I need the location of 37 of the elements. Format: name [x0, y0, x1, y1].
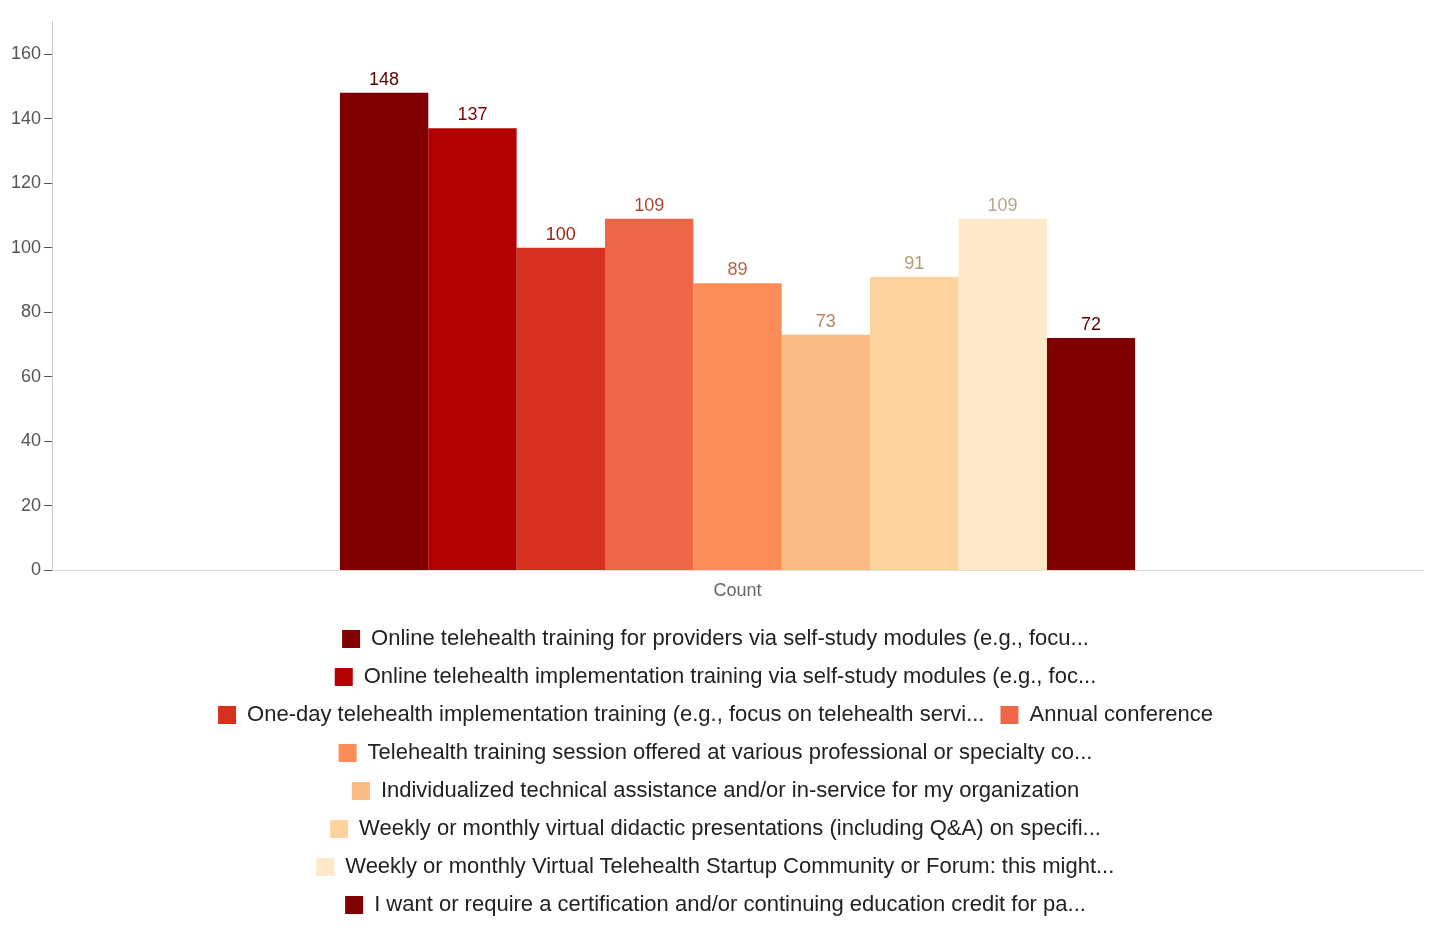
- y-tick-label: 120: [10, 172, 42, 193]
- bar: [958, 218, 1047, 570]
- legend-label: Online telehealth training for providers via self-study modules (e.g., focu...: [371, 625, 1089, 651]
- y-tick-label: 0: [31, 559, 42, 580]
- legend-label: One-day telehealth implementation training (e.g., focus on telehealth servi...: [247, 701, 985, 727]
- data-label: 91: [904, 252, 925, 273]
- y-tick-label: 40: [21, 430, 42, 451]
- y-tick-label: 160: [10, 43, 42, 64]
- y-tick-label: 20: [21, 494, 42, 515]
- y-tick-label: 140: [10, 107, 42, 128]
- legend-label: I want or require a certification and/or continuing education credit for pa...: [374, 891, 1086, 917]
- data-label: 89: [727, 259, 748, 280]
- data-label: 100: [545, 223, 576, 244]
- bar: [428, 128, 517, 570]
- legend-label: Individualized technical assistance and/or in-service for my organization: [380, 777, 1080, 803]
- data-label: 109: [634, 194, 665, 215]
- bar: [516, 247, 605, 570]
- legend-label: Telehealth training session offered at various professional or specialty co...: [367, 739, 1093, 765]
- bar: [781, 334, 871, 570]
- bar: [604, 218, 694, 570]
- legend-label: Annual conference: [1029, 701, 1213, 727]
- y-tick-label: 80: [21, 301, 42, 322]
- bar: [1046, 338, 1136, 570]
- bar: [870, 276, 959, 570]
- legend-label: Weekly or monthly Virtual Telehealth Startup Community or Forum: this might...: [345, 853, 1115, 879]
- y-tick-label: 100: [10, 236, 42, 257]
- x-tick-label: Count: [713, 580, 762, 601]
- bar: [693, 283, 782, 570]
- data-label: 72: [1080, 314, 1101, 335]
- bar: [339, 92, 429, 570]
- data-label: 73: [815, 310, 836, 331]
- legend-label: Online telehealth implementation training via self-study modules (e.g., foc...: [363, 663, 1097, 689]
- y-tick-label: 60: [21, 365, 42, 386]
- legend-label: Weekly or monthly virtual didactic presentations (including Q&A) on specifi...: [359, 815, 1101, 841]
- data-label: 137: [457, 104, 488, 125]
- data-label: 148: [369, 68, 400, 89]
- data-label: 109: [987, 194, 1018, 215]
